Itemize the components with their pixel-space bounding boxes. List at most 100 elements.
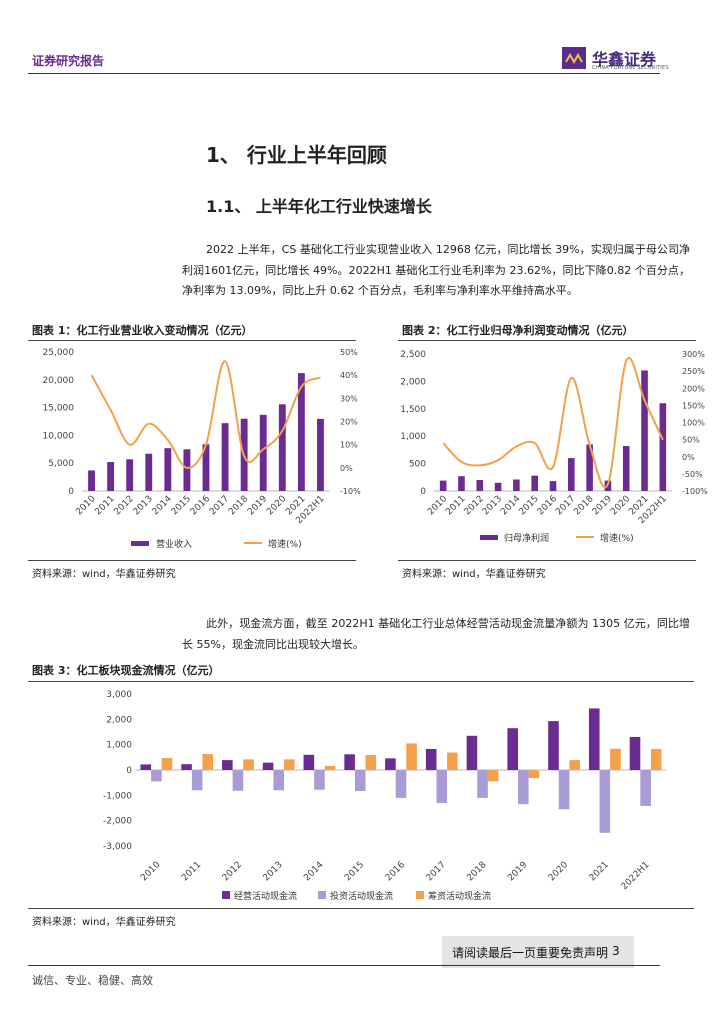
x-tick-label: 2012: [113, 494, 136, 517]
legend-operating-swatch: [222, 891, 230, 899]
legend-growth-label-2: 增速(%): [600, 532, 634, 544]
left-tick-label: 2,000: [400, 377, 426, 387]
bar-2012: [126, 459, 134, 491]
bar-筹资活动现金流-2016: [406, 743, 417, 770]
legend-operating-label: 经营活动现金流: [234, 890, 297, 902]
bar-2012: [476, 480, 484, 491]
brand-logo-icon: [562, 47, 586, 69]
bar-2020: [622, 446, 630, 491]
right-tick-label: 30%: [340, 394, 358, 403]
bar-2014: [164, 448, 172, 491]
x-tick-label: 2013: [481, 494, 504, 517]
right-tick-label: -50%: [682, 470, 703, 479]
bar-筹资活动现金流-2022H1: [650, 748, 662, 770]
bar-2011: [107, 462, 115, 491]
left-tick-label: 20,000: [43, 376, 75, 386]
figure-2-title: 图表 2：化工行业归母净利润变动情况（亿元）: [402, 324, 634, 337]
x-tick-label: 2018: [572, 494, 595, 517]
x-tick-label: 2013: [262, 860, 285, 883]
figure-2-bottom-rule: [398, 560, 696, 561]
brand-name: 华鑫证券: [592, 50, 657, 69]
right-tick-label: -10%: [340, 487, 361, 496]
chart-1-legend: 营业收入 增速(%): [131, 538, 302, 550]
x-tick-label: 2021: [588, 860, 611, 883]
right-tick-label: 100%: [682, 419, 705, 428]
bar-投资活动现金流-2022H1: [640, 770, 651, 806]
bar-投资活动现金流-2015: [354, 770, 366, 792]
bar-经营活动现金流-2014: [303, 754, 315, 770]
body-paragraph-2: 此外，现金流方面，截至 2022H1 基础化工行业总体经营活动现金流量净额为 1…: [182, 617, 690, 651]
disclaimer-text: 请阅读最后一页重要免责声明: [452, 946, 609, 960]
legend-investing-swatch: [318, 891, 326, 899]
x-tick-label: 2019: [506, 860, 529, 883]
bar-投资活动现金流-2020: [558, 770, 570, 810]
legend-profit-label: 归母净利润: [504, 532, 549, 544]
x-tick-label: 2010: [74, 494, 97, 517]
right-tick-label: 200%: [682, 384, 705, 393]
body-paragraph-1: 2022 上半年，CS 基础化工行业实现营业收入 12968 亿元，同比增长 3…: [182, 243, 690, 297]
bar-筹资活动现金流-2014: [324, 765, 336, 770]
bar-经营活动现金流-2019: [507, 728, 519, 770]
bar-投资活动现金流-2014: [314, 770, 325, 790]
bar-2015: [183, 449, 191, 491]
x-tick-label: 2017: [208, 494, 231, 517]
chart-2-growth-line: [442, 357, 664, 489]
chart-3-legend: 经营活动现金流 投资活动现金流 筹资活动现金流: [222, 890, 491, 902]
bar-经营活动现金流-2018: [466, 735, 478, 770]
figure-1-title: 图表 1：化工行业营业收入变动情况（亿元）: [32, 324, 253, 337]
left-tick-label: 25,000: [43, 348, 75, 358]
bar-经营活动现金流-2020: [548, 721, 559, 770]
x-tick-label: 2020: [609, 494, 632, 517]
bar-经营活动现金流-2010: [140, 764, 152, 770]
right-tick-label: 150%: [682, 401, 705, 410]
bar-2013: [494, 482, 502, 491]
bar-2016: [202, 444, 210, 491]
left-tick-label: 500: [409, 460, 426, 470]
figure-2-top-rule: [398, 340, 696, 341]
left-tick-label: 2,000: [106, 715, 132, 725]
figure-3-top-rule: [28, 681, 694, 682]
chart-2-legend: 归母净利润 增速(%): [480, 532, 634, 544]
right-tick-label: -100%: [682, 487, 708, 496]
bar-筹资活动现金流-2011: [202, 754, 214, 770]
left-tick-label: 1,500: [400, 405, 426, 415]
report-type-label: 证券研究报告: [32, 54, 105, 68]
chart-2-net-profit: 0 500 1,000 1,500 2,000 2,500 -100% -50% 0% 50% 1…: [400, 350, 708, 544]
bar-筹资活动现金流-2020: [569, 760, 580, 770]
bar-投资活动现金流-2018: [477, 770, 488, 798]
chart-1-revenue: 0 5,000 10,000 15,000 20,000 25,000 -10% 0% 10%…: [43, 348, 362, 550]
right-tick-label: 20%: [340, 418, 358, 427]
bar-2021: [641, 370, 648, 491]
left-tick-label: 10,000: [43, 431, 75, 441]
bar-筹资活动现金流-2017: [447, 752, 458, 770]
x-tick-label: 2010: [426, 494, 449, 517]
bar-2017: [568, 458, 575, 491]
figure-3-title: 图表 3：化工板块现金流情况（亿元）: [32, 664, 220, 677]
bar-筹资活动现金流-2010: [161, 758, 173, 770]
left-tick-label: -3,000: [103, 842, 132, 852]
x-tick-label: 2019: [246, 494, 269, 517]
bar-筹资活动现金流-2015: [365, 755, 377, 770]
left-tick-label: 2,500: [400, 350, 426, 360]
x-tick-label: 2015: [518, 494, 541, 517]
bar-投资活动现金流-2011: [191, 770, 203, 791]
right-tick-label: 40%: [340, 371, 358, 380]
x-tick-label: 2014: [499, 494, 522, 517]
bar-2017: [221, 423, 229, 491]
figure-3-source: 资料来源：wind，华鑫证券研究: [32, 917, 176, 928]
figure-2-source: 资料来源：wind，华鑫证券研究: [402, 569, 546, 580]
bar-筹资活动现金流-2019: [528, 770, 540, 779]
x-tick-label: 2022H1: [620, 860, 652, 892]
figure-3-bottom-rule: [28, 908, 694, 909]
bar-经营活动现金流-2015: [344, 754, 355, 770]
right-tick-label: 10%: [340, 441, 358, 450]
bar-2021: [297, 373, 305, 491]
page-number: 3: [612, 944, 620, 958]
right-tick-label: 250%: [682, 367, 705, 376]
bar-2022H1: [659, 403, 667, 491]
figure-1-source: 资料来源：wind，华鑫证券研究: [32, 569, 176, 580]
x-tick-label: 2012: [221, 860, 244, 883]
figure-1-bottom-rule: [28, 560, 356, 561]
bar-筹资活动现金流-2013: [283, 759, 295, 770]
chart-1-growth-line: [90, 360, 321, 469]
